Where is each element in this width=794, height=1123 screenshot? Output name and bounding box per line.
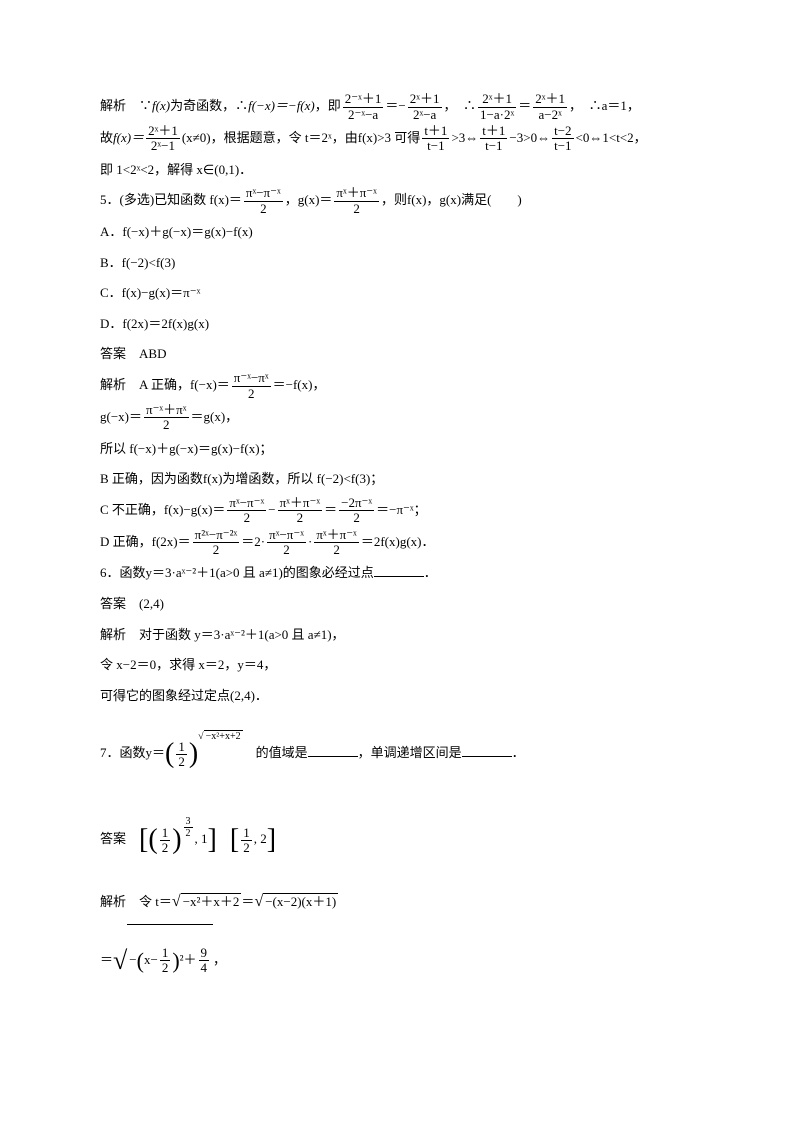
para-3: 即 1<2ˣ<2，解得 x∈(0,1)． (100, 156, 694, 185)
blank-7a (308, 743, 358, 757)
question-7: 7．函数y＝(12)√−x²+x+2 的值域是，单调递增区间是． (100, 712, 694, 796)
question-6: 6．函数y＝3·aˣ⁻²＋1(a>0 且 a≠1)的图象必经过点． (100, 559, 694, 588)
explain-5so: 所以 f(−x)＋g(−x)＝g(x)−f(x)； (100, 435, 694, 464)
explain-6c: 可得它的图象经过定点(2,4)． (100, 682, 694, 711)
blank-7b (462, 743, 512, 757)
explain-6a: 解析 对于函数 y＝3·aˣ⁻²＋1(a>0 且 a≠1)， (100, 621, 694, 650)
explain-5a: 解析 A 正确，f(−x)＝π⁻ˣ−πˣ2＝−f(x)， (100, 371, 694, 401)
answer-7: 答案 [(12)32, 1] [12, 2] (100, 798, 694, 882)
explain-7b: ＝√−(x−12)²＋94， (100, 922, 694, 1000)
explain-5c: C 不正确，f(x)−g(x)＝πˣ−π⁻ˣ2−πˣ＋π⁻ˣ2＝−2π⁻ˣ2＝−… (100, 496, 694, 526)
answer-6: 答案 (2,4) (100, 590, 694, 619)
option-d: D．f(2x)＝2f(x)g(x) (100, 310, 694, 339)
option-c: C．f(x)−g(x)＝π⁻ˣ (100, 279, 694, 308)
explain-5d: D 正确，f(2x)＝π²ˣ−π⁻²ˣ2＝2·πˣ−π⁻ˣ2·πˣ＋π⁻ˣ2＝2… (100, 528, 694, 558)
para-1: 解析 ∵f(x)为奇函数，∴f(−x)＝−f(x)，即2⁻ˣ＋12⁻ˣ−a＝−2… (100, 92, 694, 122)
explain-5b: B 正确，因为函数f(x)为增函数，所以 f(−2)<f(3)； (100, 465, 694, 494)
para-2: 故f(x)＝2ˣ＋12ˣ−1(x≠0)，根据题意，令 t＝2ˣ，由f(x)>3 … (100, 124, 694, 154)
answer-5: 答案 ABD (100, 340, 694, 369)
label: 解析 (100, 98, 126, 113)
blank-6 (374, 563, 424, 577)
option-b: B．f(−2)<f(3) (100, 249, 694, 278)
explain-7a: 解析 令 t＝√−x²＋x＋2＝√−(x−2)(x＋1) (100, 884, 694, 919)
option-a: A．f(−x)＋g(−x)＝g(x)−f(x) (100, 218, 694, 247)
question-5: 5．(多选)已知函数 f(x)＝πˣ−π⁻ˣ2，g(x)＝πˣ＋π⁻ˣ2，则f(… (100, 186, 694, 216)
explain-6b: 令 x−2＝0，求得 x＝2，y＝4， (100, 651, 694, 680)
explain-5g: g(−x)＝π⁻ˣ＋πˣ2＝g(x)， (100, 403, 694, 433)
